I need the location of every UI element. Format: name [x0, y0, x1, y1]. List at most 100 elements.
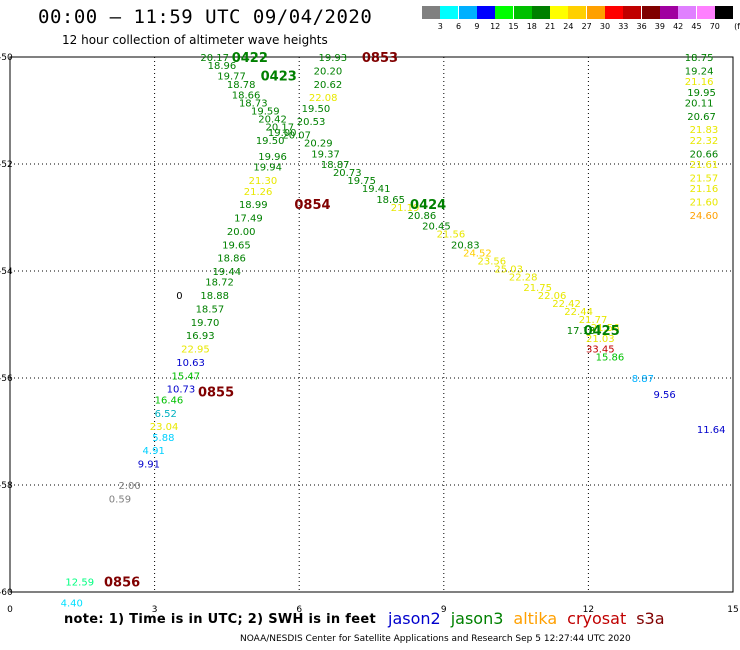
legend-swatch: [714, 6, 733, 19]
pass-time-label: 0423: [261, 70, 297, 85]
plot-frame: [9, 56, 734, 593]
y-tick-label: -56: [0, 374, 13, 384]
wave-height-label: 19.96: [258, 152, 287, 163]
y-tick-label: -50: [0, 53, 13, 63]
wave-height-label: 8.87: [632, 374, 654, 385]
wave-height-label: 33.45: [586, 345, 615, 356]
wave-height-label: 20.53: [297, 117, 326, 128]
legend-swatch: [476, 6, 495, 19]
wave-height-label: 21.83: [690, 125, 719, 136]
legend-tick-label: 30: [599, 22, 611, 31]
legend-tick-label: 42: [673, 22, 684, 31]
wave-height-label: 19.77: [217, 72, 246, 83]
wave-height-label: 20.86: [408, 211, 437, 222]
wave-height-label: 20.67: [687, 112, 716, 123]
page-subtitle: 12 hour collection of altimeter wave hei…: [62, 33, 328, 47]
wave-height-label: 20.11: [685, 98, 714, 109]
wave-height-label: 24.60: [690, 211, 719, 222]
wave-height-label: 21.56: [437, 230, 466, 241]
mission-jason2: jason2: [388, 609, 441, 628]
legend-swatch: [422, 6, 440, 19]
wave-height-label: 12.59: [65, 577, 94, 588]
footer-credit: NOAA/NESDIS Center for Satellite Applica…: [240, 634, 631, 644]
x-tick-label: 3: [152, 605, 158, 615]
legend-swatch: [495, 6, 514, 19]
mission-jason3: jason3: [450, 609, 504, 628]
wave-height-label: 16.46: [155, 395, 184, 406]
wave-height-label: 18.86: [217, 254, 246, 265]
legend-tick-label: 39: [654, 22, 665, 31]
wave-height-label: 23.04: [150, 422, 179, 433]
wave-height-label: 19.59: [251, 107, 280, 118]
wave-height-label: 11.64: [697, 425, 726, 436]
wave-height-label: 18.65: [376, 195, 405, 206]
legend-swatch: [696, 6, 715, 19]
wave-height-label: 21.16: [685, 77, 714, 88]
mission-cryosat: cryosat: [567, 609, 627, 628]
mission-legend: jason2 jason3 altika cryosat s3a: [388, 609, 675, 628]
wave-height-label: 19.93: [318, 53, 347, 64]
wave-height-label: 21.30: [249, 176, 278, 187]
wave-height-label: 21.77: [579, 315, 608, 326]
wave-height-label: 21.75: [523, 283, 552, 294]
wave-height-label: 18.88: [200, 291, 229, 302]
wave-height-label: 5.88: [152, 433, 174, 444]
wave-height-label: 0: [176, 291, 182, 302]
legend-tick-label: 18: [526, 22, 537, 31]
wave-height-label: 18.99: [239, 200, 268, 211]
pass-time-label: 0854: [294, 198, 330, 213]
wave-height-label: 24.52: [463, 248, 492, 259]
pass-time-label: 0853: [362, 51, 398, 66]
pass-time-label: 0422: [232, 51, 268, 66]
wave-height-label: 6.52: [155, 409, 177, 420]
wave-height-label: 10.73: [167, 385, 196, 396]
legend-tick-label: 27: [581, 22, 592, 31]
wave-height-label: 19.41: [362, 184, 391, 195]
pass-time-label: 0856: [104, 575, 140, 590]
legend-tick-label: 45: [691, 22, 702, 31]
legend-tick-label: 24: [563, 22, 574, 31]
wave-height-label: 21.57: [690, 173, 719, 184]
pass-time-label: 0425: [584, 324, 620, 339]
x-tick-label: 0: [7, 605, 13, 615]
wave-height-label: 20.20: [314, 66, 343, 77]
wave-height-label: 19.44: [212, 267, 241, 278]
legend-tick-label: 6: [456, 22, 462, 31]
wave-height-label: 20.83: [451, 240, 480, 251]
legend-unit: (ft): [734, 22, 740, 31]
wave-height-label: 18.78: [227, 80, 256, 91]
x-tick-label: 15: [727, 605, 738, 615]
wave-height-label: 19.50: [256, 136, 285, 147]
legend-tick-label: 21: [545, 22, 556, 31]
wave-height-label: 18.66: [232, 90, 261, 101]
wave-height-label: 20.17: [200, 53, 229, 64]
wave-height-label: 19.00: [268, 128, 297, 139]
wave-height-label: 19.24: [685, 66, 714, 77]
wave-height-label: 22.08: [309, 93, 338, 104]
legend-swatch: [659, 6, 678, 19]
wave-height-label: 22.95: [181, 345, 210, 356]
wave-height-label: 4.91: [143, 446, 165, 457]
y-tick-label: -60: [0, 588, 13, 598]
wave-height-label: 22.42: [552, 299, 581, 310]
x-tick-label: 9: [441, 605, 447, 615]
legend-swatch: [586, 6, 605, 19]
wave-height-label: 18.73: [239, 98, 268, 109]
wave-height-label: 17.49: [234, 214, 263, 225]
legend-tick-label: 9: [474, 22, 480, 31]
wave-height-label: 21.19: [391, 203, 420, 214]
wave-height-label: 18.87: [321, 160, 350, 171]
wave-height-label: 20.66: [690, 149, 719, 160]
wave-height-label: 20.73: [333, 168, 362, 179]
mission-altika: altika: [513, 609, 558, 628]
wave-height-label: 0.59: [109, 494, 131, 505]
wave-height-label: 19.75: [347, 176, 376, 187]
wave-height-label: 20.62: [314, 80, 343, 91]
pass-time-label: 0424: [410, 198, 446, 213]
legend-swatch: [568, 6, 587, 19]
wave-height-label: 21.16: [690, 184, 719, 195]
wave-height-label: 20.00: [227, 227, 256, 238]
wave-height-label: 19.95: [687, 88, 716, 99]
page-title: 00:00 – 11:59 UTC 09/04/2020: [38, 6, 373, 28]
